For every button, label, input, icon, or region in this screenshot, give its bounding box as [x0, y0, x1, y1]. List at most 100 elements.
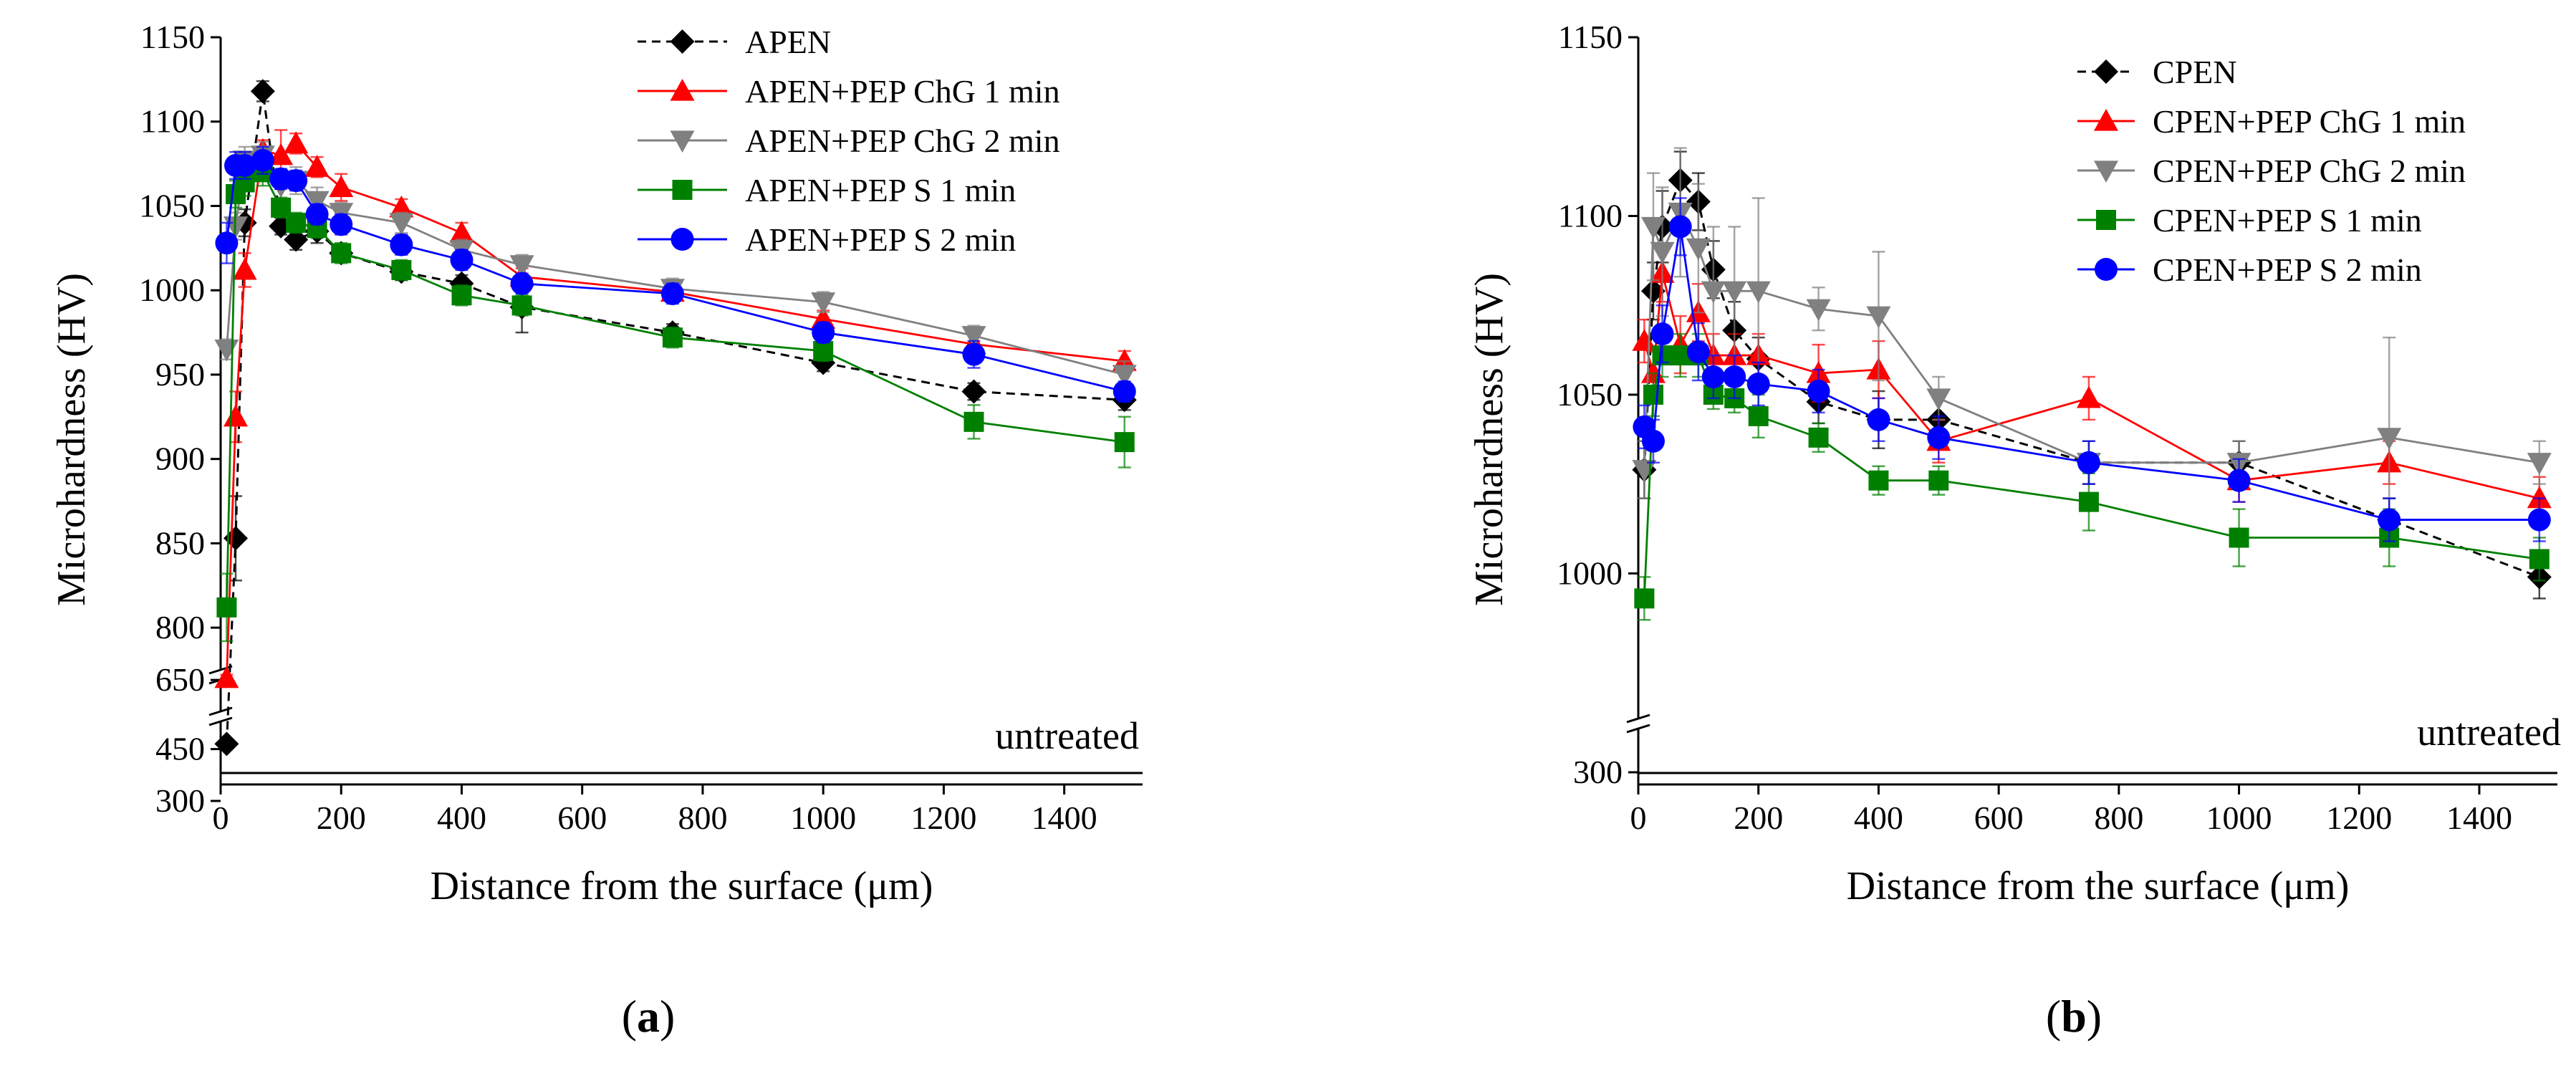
panel-a-y-tick-label: 950 [155, 356, 205, 393]
panel-b-data-point [2227, 469, 2251, 492]
panel-a-y-tick-label: 1100 [140, 103, 205, 140]
panel-a-series-circle [215, 145, 1136, 403]
panel-b-data-point [1686, 340, 1710, 364]
panel-b-data-point [1701, 365, 1725, 388]
panel-a-y-axis-label: Microhardness (HV) [49, 273, 94, 606]
panel-a-data-point [286, 213, 307, 234]
panel-a-data-point [961, 379, 986, 404]
panel-a-data-point [451, 285, 472, 306]
panel-a-data-point [304, 155, 330, 177]
panel-b-data-point [1748, 405, 1769, 426]
panel-b-x-tick-label: 1200 [2326, 800, 2392, 836]
panel-a-data-point [963, 411, 984, 432]
panel-a-x-tick-label: 600 [557, 800, 607, 836]
panel-a-legend-item: APEN+PEP S 2 min [638, 221, 1016, 258]
panel-b-x-tick-label: 200 [1734, 800, 1783, 836]
panel-b-legend-label: CPEN+PEP S 2 min [2153, 251, 2422, 288]
panel-b-y-tick-label: 1000 [1557, 554, 1623, 591]
panel-a-data-point [304, 191, 330, 213]
panel-a-y-tick-label: 650 [155, 661, 205, 698]
panel-b-data-point [2527, 486, 2552, 509]
panel-a-data-point [1112, 365, 1137, 387]
panel-b-y-tick-label: 1100 [1558, 197, 1623, 234]
panel-a-y-tick-label: 850 [155, 524, 205, 561]
panel-a-data-point [811, 292, 836, 314]
panel-a-y-tick-label: 800 [155, 609, 205, 645]
panel-a-data-point [1114, 432, 1135, 453]
panel-a-y-tick-label: 1150 [140, 19, 205, 55]
panel-a-legend-label: APEN [745, 24, 831, 60]
panel-b-data-point [2377, 428, 2402, 450]
panel-b-data-point [1927, 426, 1951, 449]
panel-a-data-point [449, 221, 474, 243]
panel-a-x-tick-label: 0 [213, 800, 229, 836]
panel-a-legend-item: APEN [638, 24, 831, 60]
panel-b-caption: (b) [2046, 991, 2102, 1042]
panel-a-data-point [214, 666, 239, 688]
panel-a-legend-marker [672, 180, 693, 200]
panel-b-data-point [2077, 451, 2100, 474]
panel-a-data-point [450, 248, 474, 272]
panel-b-data-point [1634, 588, 1655, 609]
panel-a-y-tick-label: 900 [155, 441, 205, 477]
panel-a-x-tick-label: 800 [678, 800, 727, 836]
panel-a-y-tick-label: 300 [155, 782, 205, 819]
panel-a-data-point [1112, 380, 1136, 403]
panel-a-data-point [660, 282, 684, 305]
panel-a-legend-label: APEN+PEP ChG 2 min [745, 123, 1060, 159]
panel-a-data-point [391, 259, 412, 280]
panel-a-data-point [214, 340, 239, 362]
panel-b-y-axis-label: Microhardness (HV) [1467, 273, 1512, 606]
panel-a-data-point [269, 143, 294, 165]
panel-a-legend-item: APEN+PEP ChG 1 min [638, 73, 1060, 110]
panel-b-data-point [1808, 427, 1829, 448]
panel-b-data-point [2378, 508, 2401, 532]
panel-a-x-tick-label: 1000 [790, 800, 856, 836]
panel-a-legend-marker [671, 228, 694, 251]
panel-a-data-point [224, 526, 249, 551]
panel-b-legend-item: CPEN+PEP ChG 1 min [2077, 103, 2466, 140]
panel-b-data-point [1746, 372, 1770, 395]
panel-b-y-tick-label: 1050 [1557, 376, 1623, 413]
panel-b-y-tick-label: 300 [1573, 754, 1623, 790]
panel-a-x-tick-label: 1400 [1032, 800, 1097, 836]
panel-b-legend-marker [2094, 109, 2118, 131]
panel-a-legend-marker [670, 29, 695, 54]
panel-b-data-point [1668, 215, 1692, 239]
panel-a-data-point [214, 731, 239, 757]
panel-a-data-point [813, 340, 834, 361]
panel-b-data-point [2076, 385, 2101, 408]
panel-b-data-point [1746, 281, 1771, 304]
panel-a-data-point [812, 321, 835, 345]
panel-b-axis-break-mark [1626, 724, 1650, 734]
panel-b-legend-label: CPEN+PEP ChG 2 min [2153, 153, 2466, 189]
panel-b-x-tick-label: 600 [1974, 800, 2024, 836]
panel-a-y-tick-label: 1000 [139, 272, 205, 308]
panel-b-untreated-label: untreated [2417, 711, 2561, 754]
panel-b-legend-label: CPEN [2153, 54, 2237, 90]
panel-a-data-point [330, 213, 353, 236]
panel-b-legend-marker [2095, 258, 2118, 281]
panel-b-y-tick-label: 1150 [1558, 19, 1623, 55]
panel-b-data-point [1806, 299, 1831, 322]
panel-a-chart: 800 850 900 950 1000 1050 1100 1150 300 450 650 0 20… [49, 19, 1143, 1042]
panel-b-data-point [2078, 491, 2099, 512]
panel-b-data-point [1868, 470, 1889, 491]
panel-a-x-tick-label: 1200 [910, 800, 976, 836]
panel-a-data-point [215, 231, 239, 255]
panel-b-legend-label: CPEN+PEP S 1 min [2153, 202, 2422, 239]
panel-b-data-point [2529, 549, 2549, 570]
panel-a-data-point [250, 79, 275, 104]
panel-b-data-point [1722, 281, 1747, 304]
panel-b-series-circle [1633, 197, 2551, 542]
panel-a-data-point [216, 597, 237, 618]
panel-b-data-point [1686, 238, 1711, 261]
panel-a-data-point [510, 272, 534, 295]
panel-a-legend-label: APEN+PEP ChG 1 min [745, 73, 1060, 110]
panel-b-data-point [2527, 508, 2551, 532]
panel-a-data-point [284, 169, 308, 193]
panel-a-legend-marker [670, 130, 695, 153]
panel-b-x-axis-label: Distance from the surface (μm) [1847, 864, 2350, 908]
panel-b-data-point [1723, 365, 1746, 388]
